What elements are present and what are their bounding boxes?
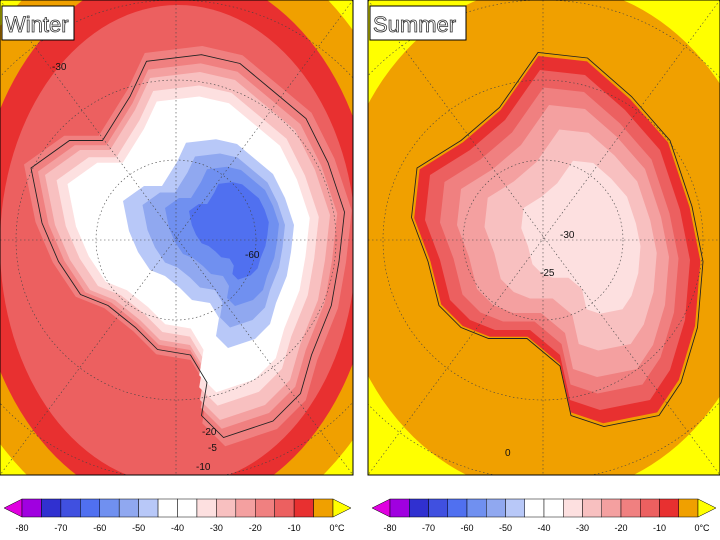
- colorbar-cell: [157, 498, 178, 518]
- contour-label: -25: [540, 268, 555, 279]
- colorbar-cell: [563, 498, 583, 518]
- colorbar-end: [697, 498, 717, 518]
- contour-label: -20: [202, 427, 217, 438]
- colorbar-tick-label: -30: [210, 523, 223, 533]
- colorbar-tick-label: -40: [537, 523, 550, 533]
- colorbar-cell: [99, 498, 120, 518]
- colorbar-tick-label: -70: [422, 523, 435, 533]
- colorbar-cell: [41, 498, 62, 518]
- colorbar-tick-label: -50: [132, 523, 145, 533]
- contour-label: -30: [52, 62, 67, 73]
- colorbar-tick-label: -60: [460, 523, 473, 533]
- colorbar-cell: [293, 498, 314, 518]
- colorbar-cell: [447, 498, 468, 518]
- colorbar-tick-label: -60: [93, 523, 106, 533]
- colorbar-tick-label: 0°C: [329, 523, 345, 533]
- colorbar-tick-label: -50: [499, 523, 512, 533]
- colorbar-cell: [196, 498, 217, 518]
- colorbar-cell: [543, 498, 564, 518]
- colorbar-cell: [678, 498, 699, 518]
- colorbar-cell: [60, 498, 81, 518]
- colorbar-cell: [466, 498, 487, 518]
- colorbar-cell: [255, 498, 275, 518]
- colorbar-cell: [118, 498, 139, 518]
- colorbar-tick-label: -20: [614, 523, 627, 533]
- colorbar-cell: [138, 498, 159, 518]
- colorbar-tick-label: -30: [576, 523, 589, 533]
- colorbar-cell: [21, 498, 42, 518]
- colorbar-end: [3, 498, 23, 518]
- colorbar-tick-label: -40: [171, 523, 184, 533]
- colorbar-cell: [640, 498, 660, 518]
- colorbar-cell: [409, 498, 429, 518]
- colorbar-cell: [524, 498, 545, 518]
- colorbar-cell: [428, 498, 448, 518]
- colorbar-tick-label: 0°C: [694, 523, 710, 533]
- panel-title: Summer: [373, 12, 456, 37]
- colorbar-tick-label: -80: [383, 523, 396, 533]
- winter-map: Winter -60 -20 -5 -10 -30: [0, 0, 353, 475]
- colorbar-cell: [313, 498, 334, 518]
- contour-label: -5: [208, 443, 217, 454]
- panel-title: Winter: [5, 12, 69, 37]
- colorbar-cell: [80, 498, 100, 518]
- colorbar-cell: [177, 498, 198, 518]
- colorbar-cell: [389, 498, 410, 518]
- colorbar-cell: [274, 498, 295, 518]
- contour-label: -10: [196, 462, 211, 473]
- colorbar-cell: [486, 498, 506, 518]
- contour-label: -60: [245, 250, 260, 261]
- colorbar-cell: [582, 498, 602, 518]
- colorbar-tick-label: -10: [288, 523, 301, 533]
- colorbar-tick-label: -80: [15, 523, 28, 533]
- colorbar-tick-label: -10: [653, 523, 666, 533]
- colorbar-cell: [216, 498, 237, 518]
- colorbar-cell: [601, 498, 622, 518]
- contour-label: 0: [505, 448, 511, 459]
- summer-map: Summer -25 -30 0: [368, 0, 720, 475]
- colorbar-cell: [235, 498, 256, 518]
- colorbar-end: [371, 498, 391, 518]
- contour-label: -30: [560, 230, 575, 241]
- colorbar-tick-label: -20: [249, 523, 262, 533]
- colorbar-tick-label: -70: [54, 523, 67, 533]
- colorbar-cell: [505, 498, 525, 518]
- colorbar-end: [332, 498, 352, 518]
- colorbar-cell: [620, 498, 641, 518]
- colorbars: -80 -70 -60 -50 -40 -30 -20 -10 0°C -80 -70 -60 -50 -…: [3, 498, 717, 533]
- colorbar-cell: [659, 498, 679, 518]
